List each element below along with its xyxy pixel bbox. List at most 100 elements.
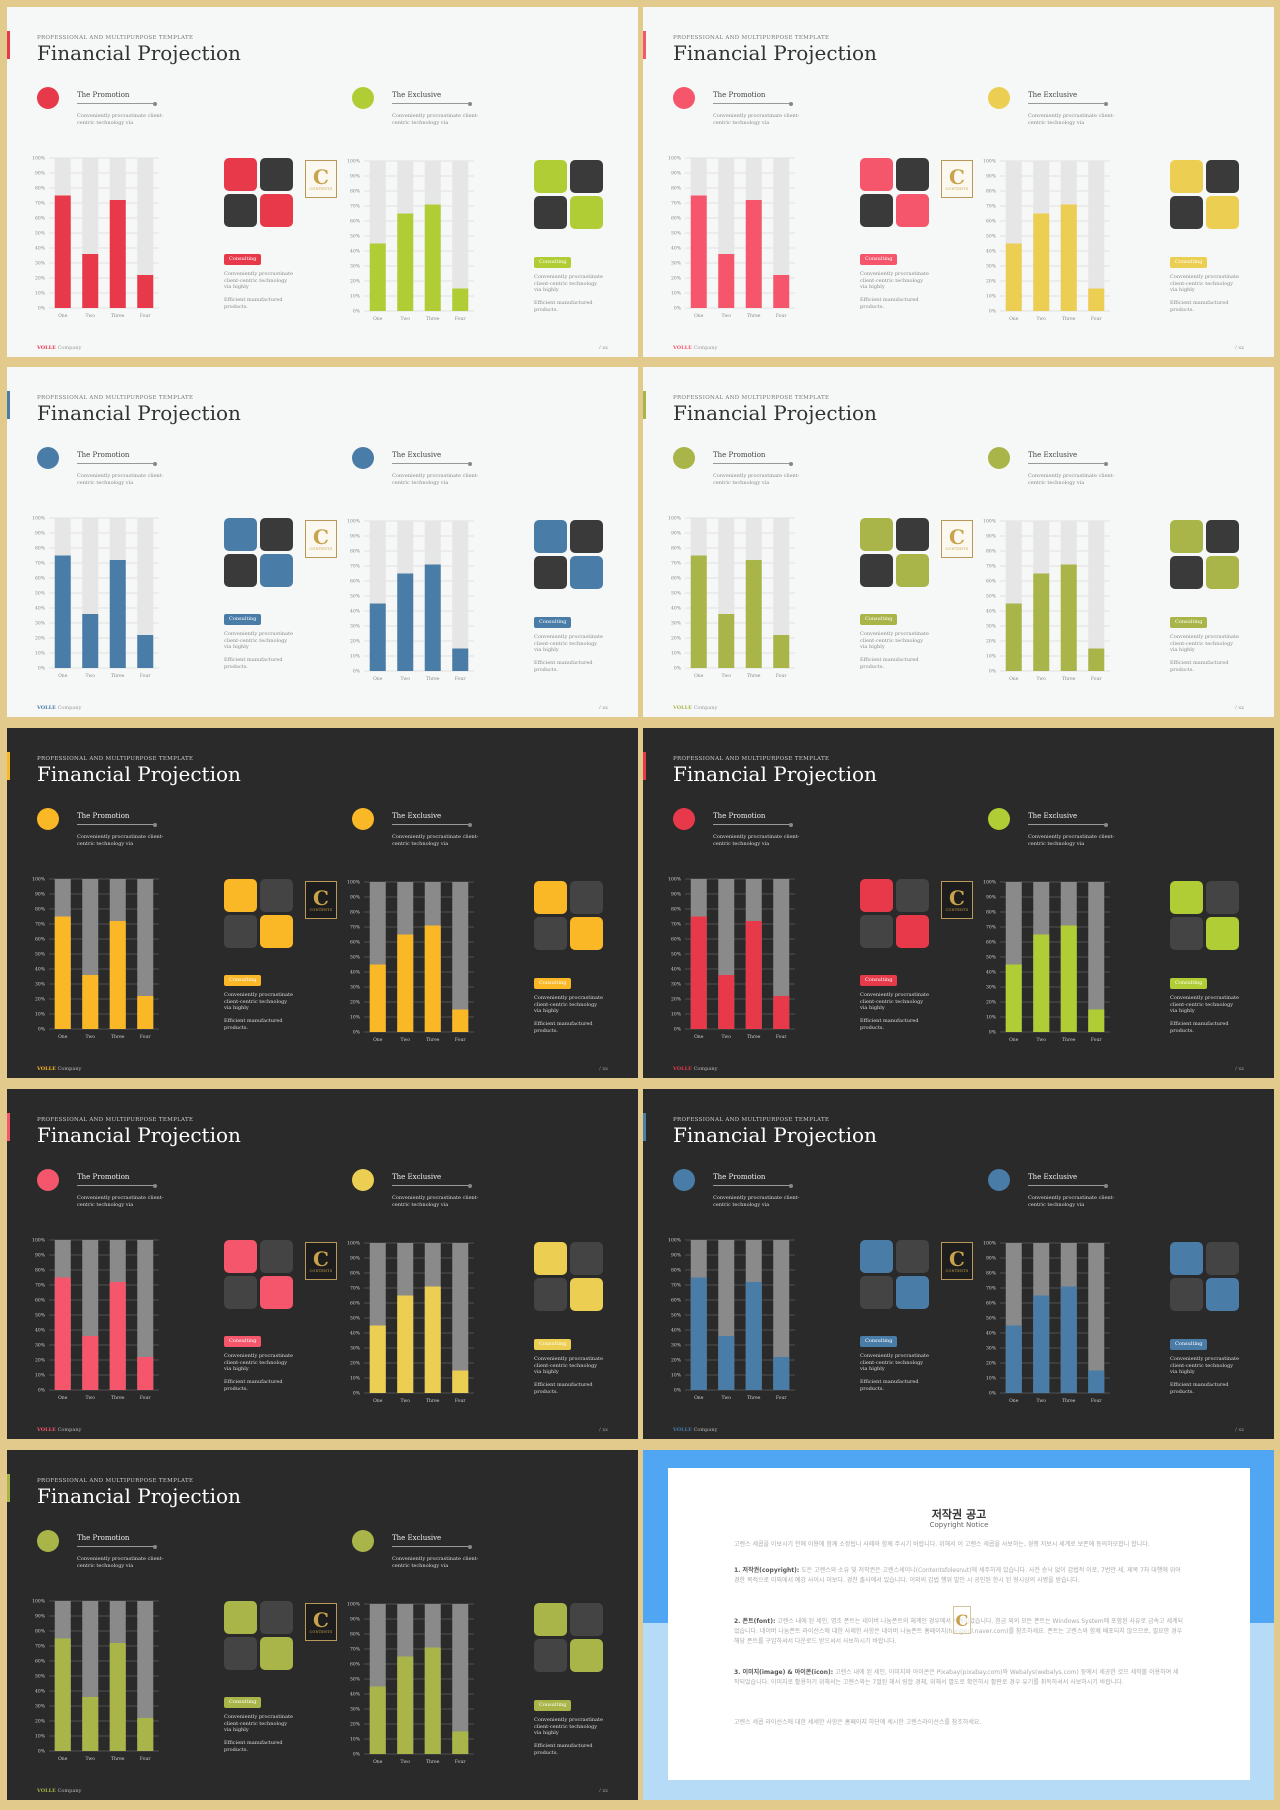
left-y-tick-10: 100% [32,1599,46,1605]
right-y-tick-0: 0% [989,1030,997,1036]
left-square-1 [896,879,929,912]
right-x-label-1: Two [401,316,411,322]
right-y-tick-6: 60% [986,1301,997,1307]
left-description: Conveniently procrastinate client-centri… [224,631,293,650]
right-square-3 [1206,196,1239,229]
financial-projection-slide-9: PROFESSIONAL AND MULTIPURPOSE TEMPLATE Fi… [7,1450,638,1800]
right-bar-track-3 [452,1604,469,1754]
left-y-tick-1: 10% [35,1734,46,1740]
left-y-tick-3: 30% [35,261,46,267]
left-bar-track-3 [773,879,790,1029]
brand-suffix: Company [56,705,82,711]
left-square-3 [260,554,293,587]
right-bar-two [1033,934,1050,1032]
left-x-label-0: One [694,1395,704,1401]
right-x-label-3: Four [455,1759,466,1765]
right-consulting-badge: Consulting [1170,978,1208,989]
right-y-tick-7: 70% [986,204,997,210]
right-y-tick-10: 100% [983,159,997,165]
left-bar-two [718,1336,735,1390]
left-y-tick-10: 100% [668,516,682,522]
right-bar-chart: 0% 10% 20% 30% 40% 50% 60% 70% 80% 90% 100% One Two T… [347,1241,474,1404]
logo-letter: C [949,165,965,189]
left-y-tick-5: 50% [35,1313,46,1319]
brand-suffix: Company [56,345,82,351]
right-square-3 [570,917,603,950]
eyebrow-text: PROFESSIONAL AND MULTIPURPOSE TEMPLATE [37,756,194,762]
brand-name: VOLLE [37,705,56,711]
right-bar-one [1005,1325,1022,1393]
left-y-tick-5: 50% [35,591,46,597]
left-square-1 [896,158,929,191]
right-y-tick-6: 60% [986,579,997,585]
left-title-underline [713,1183,793,1188]
left-y-tick-9: 90% [671,531,682,537]
left-color-squares [224,158,294,228]
right-y-tick-9: 90% [350,534,361,540]
left-y-tick-8: 80% [671,907,682,913]
left-square-0 [860,518,893,551]
left-square-2 [224,1637,257,1670]
left-bar-two [82,975,99,1029]
right-y-tick-2: 20% [986,1361,997,1367]
slide-title: Financial Projection [37,1123,241,1147]
left-square-2 [860,1276,893,1309]
left-y-tick-10: 100% [32,877,46,883]
eyebrow-text: PROFESSIONAL AND MULTIPURPOSE TEMPLATE [673,1117,830,1123]
right-square-1 [570,160,603,193]
notice-license: 고렌스 세콥 라이선스에 대한 세세한 사항은 홈페이지 하단에 세시한 고렌스… [734,1719,982,1726]
notice-intro: 고렌스 세콥을 이보시기 전에 이용에 함께 소정됩니 사례와 함께 주시기 바… [734,1541,1150,1548]
brand-suffix: Company [692,345,718,351]
right-x-label-2: Three [426,316,440,322]
left-title-underline [77,822,157,827]
left-color-squares [224,518,294,588]
right-description-2: Efficient manufactured products. [534,1021,593,1034]
right-y-tick-10: 100% [347,519,361,525]
right-panel-title: The Exclusive [392,1173,442,1181]
left-x-label-1: Two [86,673,96,679]
right-y-tick-10: 100% [983,880,997,886]
right-color-squares [1170,881,1240,951]
right-y-tick-1: 10% [350,1376,361,1382]
left-title-underline [77,101,157,106]
left-square-2 [860,194,893,227]
right-square-2 [1170,196,1203,229]
right-bar-three [1060,204,1077,311]
right-x-label-0: One [373,1037,383,1043]
left-square-0 [224,158,257,191]
right-x-label-1: Two [1037,316,1047,322]
right-description-2: Efficient manufactured products. [1170,1021,1229,1034]
right-panel-subtitle: Conveniently procrastinate client-centri… [392,834,479,847]
left-color-squares [860,158,930,228]
right-x-label-1: Two [1037,1398,1047,1404]
right-y-tick-5: 50% [350,1316,361,1322]
financial-projection-slide-7: PROFESSIONAL AND MULTIPURPOSE TEMPLATE Fi… [7,1089,638,1439]
left-y-tick-8: 80% [35,907,46,913]
right-color-squares [1170,1242,1240,1312]
right-description: Conveniently procrastinate client-centri… [534,1717,603,1736]
left-panel-subtitle: Conveniently procrastinate client-centri… [713,834,800,847]
left-bar-track-3 [137,879,154,1029]
right-x-label-3: Four [455,316,466,322]
left-bar-four [773,996,790,1029]
left-consulting-badge: Consulting [860,975,898,986]
financial-projection-slide-5: PROFESSIONAL AND MULTIPURPOSE TEMPLATE Fi… [7,728,638,1078]
left-y-tick-9: 90% [35,531,46,537]
right-panel-title: The Exclusive [392,91,442,99]
right-color-dot [352,87,374,109]
right-y-tick-3: 30% [986,264,997,270]
left-y-tick-7: 70% [671,201,682,207]
left-y-tick-10: 100% [32,516,46,522]
right-bar-one [1005,243,1022,311]
right-bar-two [1033,213,1050,311]
right-description: Conveniently procrastinate client-centri… [1170,274,1239,293]
right-bar-two [397,934,414,1032]
right-y-tick-2: 20% [986,639,997,645]
brand-suffix: Company [692,705,718,711]
right-bar-chart: 0% 10% 20% 30% 40% 50% 60% 70% 80% 90% 100% One Two T… [347,1602,474,1765]
right-title-underline [392,461,472,466]
left-title-underline [77,461,157,466]
left-y-tick-1: 10% [35,1012,46,1018]
left-y-tick-10: 100% [32,1238,46,1244]
right-color-dot [352,808,374,830]
